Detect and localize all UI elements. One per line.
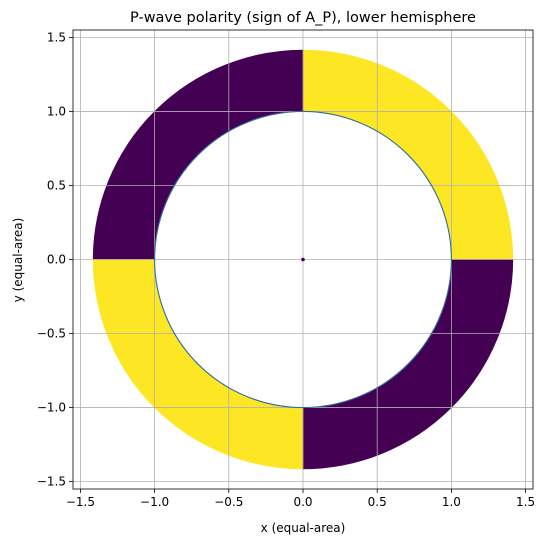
y-tick-label-0: −1.5 (37, 475, 66, 489)
x-axis-label: x (equal-area) (261, 521, 346, 535)
x-tick-label-6: 1.5 (516, 495, 535, 509)
y-axis-label: y (equal-area) (11, 218, 25, 303)
y-tick-label-3: 0.0 (47, 253, 66, 267)
x-tick-label-1: −1.0 (140, 495, 169, 509)
unit-circle (154, 110, 452, 409)
y-tick-label-5: 1.0 (47, 104, 66, 118)
x-tick-label-0: −1.5 (66, 495, 95, 509)
x-tick-label-3: 0.0 (293, 495, 312, 509)
center-marker (301, 257, 305, 262)
data-layer (73, 30, 533, 489)
y-tick-label-4: 0.5 (47, 178, 66, 192)
ticks-layer: −1.5 −1.0 −0.5 0.0 0.5 1.0 1.5 −1.5 −1.0 −0.5 0.0 0… (37, 30, 535, 509)
chart-title: P-wave polarity (sign of A_P), lower hem… (130, 10, 476, 26)
y-tick-label-2: −0.5 (37, 327, 66, 341)
x-tick-label-2: −0.5 (214, 495, 243, 509)
y-tick-label-6: 1.5 (47, 30, 66, 44)
x-tick-label-5: 1.0 (442, 495, 461, 509)
y-tick-label-1: −1.0 (37, 401, 66, 415)
x-tick-label-4: 0.5 (368, 495, 387, 509)
